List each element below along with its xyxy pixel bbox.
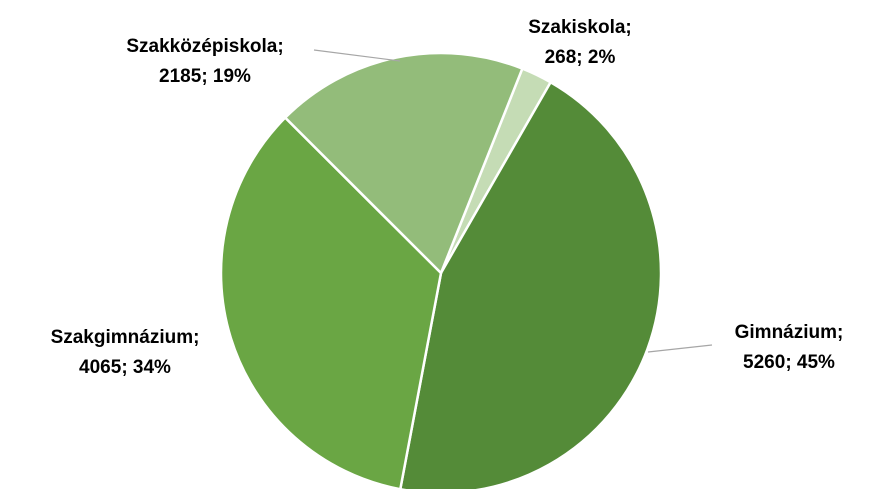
data-label: 268; 2% (545, 47, 616, 68)
pie-slice (399, 80, 663, 489)
category-label: Szakgimnázium; (51, 327, 200, 348)
category-label: Szakközépiskola; (126, 36, 283, 57)
data-label: 5260; 45% (743, 352, 835, 373)
leader-line (313, 49, 401, 62)
pie-slice (219, 115, 443, 489)
data-label: 2185; 19% (159, 66, 251, 87)
category-label: Gimnázium; (735, 322, 844, 343)
leader-line (647, 344, 713, 353)
category-label: Szakiskola; (528, 17, 632, 38)
pie-slice (283, 51, 524, 276)
data-label: 4065; 34% (79, 357, 171, 378)
